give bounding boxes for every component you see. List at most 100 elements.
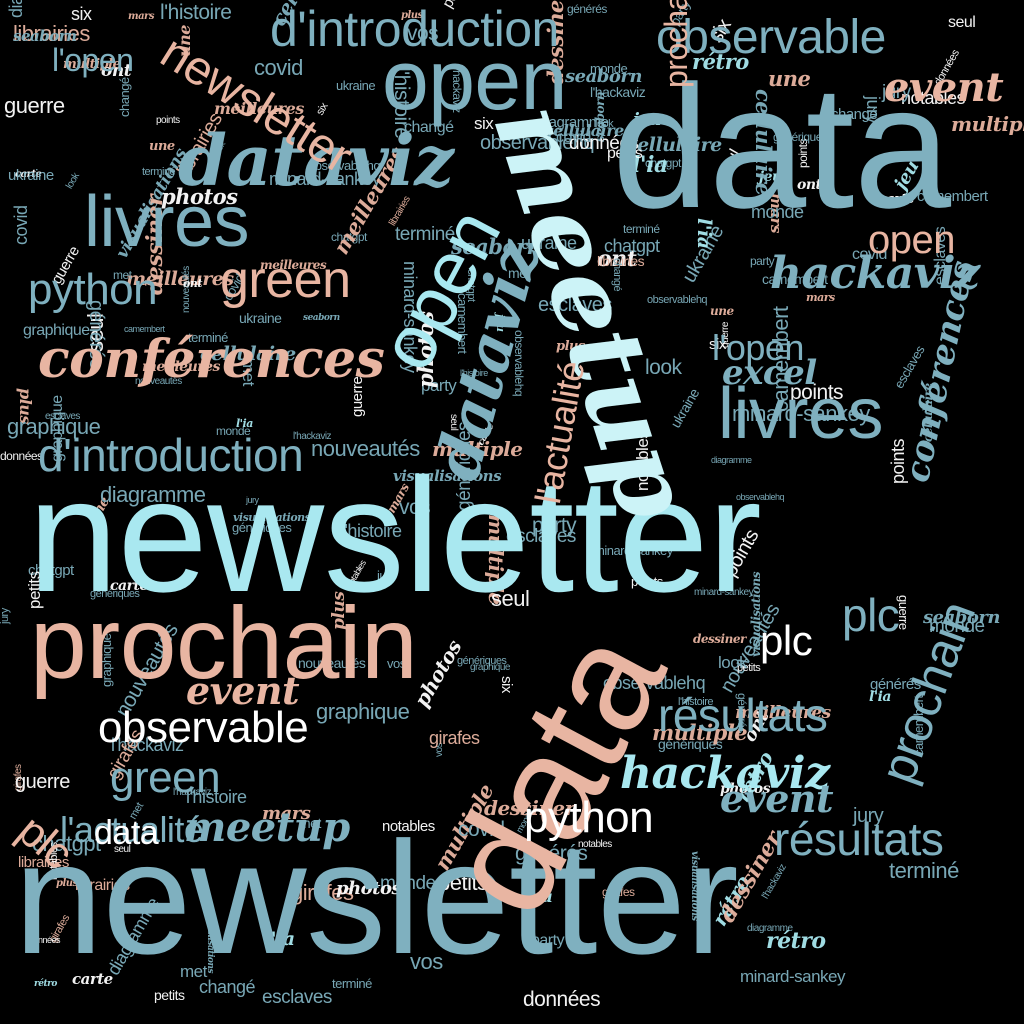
word: mars	[128, 11, 154, 22]
word: graphique	[316, 699, 410, 724]
word: meilleures	[214, 99, 304, 118]
word: rétro	[34, 979, 57, 989]
word: livres	[84, 182, 250, 262]
word: diagramme	[747, 923, 793, 934]
word: librairies	[597, 253, 645, 269]
word: multiple	[951, 112, 1024, 136]
word: l'histoire	[341, 521, 402, 541]
word: newsletter	[14, 808, 739, 987]
word: jury	[882, 82, 911, 103]
word: python	[524, 793, 654, 842]
word: seul	[491, 586, 530, 611]
word: minard-sankey	[694, 587, 754, 598]
word: meilleures	[735, 703, 831, 723]
word: diagramme	[6, 0, 26, 18]
word: terminé	[142, 166, 176, 178]
word: nouveautés	[298, 655, 366, 671]
word: open	[382, 33, 567, 127]
word: guerre	[4, 93, 65, 118]
word: vos	[387, 656, 406, 671]
word: covid	[852, 246, 887, 263]
word: terminé	[395, 224, 455, 245]
word: event	[186, 668, 300, 713]
word: jeu	[526, 887, 553, 906]
word: l'hackaviz	[111, 735, 184, 755]
word: ukraine	[239, 310, 282, 326]
word: vos	[399, 496, 431, 519]
word: points	[156, 115, 180, 126]
word: six	[71, 4, 92, 24]
word: données	[523, 988, 601, 1011]
word: minard-sankey	[732, 401, 870, 426]
word: ont	[597, 246, 637, 272]
word: génériques	[232, 520, 292, 535]
word: green	[220, 251, 351, 309]
word: l'open	[52, 42, 134, 78]
word: event	[884, 64, 1004, 111]
word: rétro	[766, 928, 826, 954]
word: données	[29, 935, 61, 945]
word: met	[113, 268, 132, 282]
word: terminé	[188, 330, 228, 345]
word: jeu	[633, 110, 661, 130]
word: observablehq	[603, 673, 706, 693]
word: carte	[15, 169, 42, 180]
word: notables	[901, 88, 966, 108]
word: changé	[117, 77, 132, 117]
word: carte	[879, 192, 914, 207]
word: monde	[216, 424, 251, 438]
word: seul	[948, 14, 976, 31]
word: l'histoire	[678, 696, 714, 708]
word: met	[508, 265, 530, 281]
word: meetup	[184, 804, 350, 851]
word: ont	[797, 177, 822, 193]
word: six	[474, 114, 494, 133]
word: petits	[737, 662, 761, 674]
word: monde	[590, 61, 628, 76]
word: conférences	[38, 329, 385, 390]
word: l'actualité	[60, 809, 204, 850]
word: résultats	[658, 689, 828, 741]
word: hackaviz	[620, 748, 830, 799]
word: prochain	[658, 0, 694, 88]
word: jeu	[759, 169, 782, 185]
word: plus	[556, 339, 585, 354]
word: générés	[870, 676, 921, 693]
word: ukraine	[8, 167, 54, 184]
word: changé	[404, 119, 454, 136]
word: génériques	[658, 736, 723, 752]
word: l'hackaviz	[293, 431, 332, 442]
word: librairies	[18, 854, 69, 871]
word: photos	[336, 878, 402, 899]
word: chatgpt	[331, 230, 367, 244]
word: seaborn	[303, 313, 340, 323]
word: esclaves	[45, 411, 80, 422]
word: l'ia	[264, 928, 295, 950]
word: jury	[246, 495, 259, 505]
word: petits	[154, 987, 185, 1003]
word: ont	[183, 277, 202, 290]
word: look	[64, 171, 82, 191]
word: librairies	[75, 877, 130, 894]
word: covid	[556, 129, 591, 146]
word: diagramme	[711, 455, 752, 465]
word: plc	[760, 617, 813, 664]
word: plc	[842, 589, 900, 641]
word: terminé	[623, 222, 660, 236]
word: multiple	[63, 57, 121, 72]
word: graphique	[470, 662, 510, 673]
word: changé	[831, 106, 878, 123]
word: ukraine	[521, 233, 577, 253]
word: terminé	[332, 976, 372, 991]
word: l'histoire	[460, 368, 488, 378]
word: camembert	[917, 188, 988, 205]
word: newsletter	[28, 445, 762, 626]
word: carte	[72, 970, 113, 988]
word: seaborn	[923, 607, 1000, 628]
word: party	[531, 932, 565, 949]
word: changé	[199, 977, 256, 997]
word: open	[868, 218, 955, 262]
word: prochain	[30, 586, 418, 700]
word: d'introduction	[38, 429, 304, 481]
